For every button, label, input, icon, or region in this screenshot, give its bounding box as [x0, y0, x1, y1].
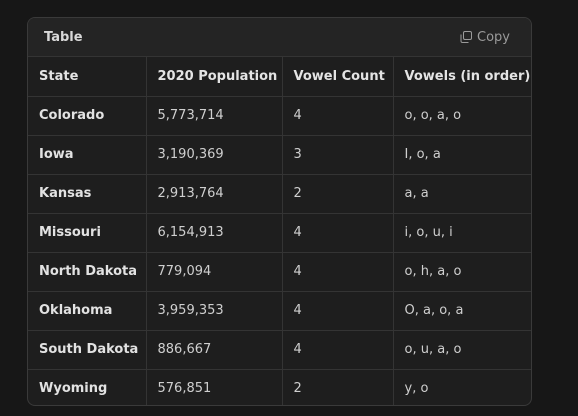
cell-vowels: a, a — [393, 174, 531, 214]
data-table: State 2020 Population Vowel Count Vowels… — [28, 57, 531, 405]
table-header-row: State 2020 Population Vowel Count Vowels… — [28, 57, 531, 97]
cell-population: 5,773,714 — [146, 96, 283, 136]
table-row: Oklahoma 3,959,353 4 O, a, o, a — [28, 291, 531, 331]
column-header-vowels: Vowels (in order) — [393, 57, 531, 97]
cell-state: Missouri — [28, 213, 147, 253]
table-card-header: Table Copy — [28, 18, 531, 57]
cell-population: 3,190,369 — [146, 135, 283, 175]
table-row: Missouri 6,154,913 4 i, o, u, i — [28, 213, 531, 253]
cell-vowels: o, o, a, o — [393, 96, 531, 136]
table-card: Table Copy State 2020 Population Vowel C… — [27, 17, 532, 406]
cell-state: Oklahoma — [28, 291, 147, 331]
cell-population: 576,851 — [146, 369, 283, 405]
copy-label: Copy — [477, 29, 510, 45]
cell-vowel-count: 3 — [282, 135, 394, 175]
cell-vowel-count: 2 — [282, 369, 394, 405]
cell-vowels: O, a, o, a — [393, 291, 531, 331]
card-title: Table — [44, 29, 83, 45]
cell-vowels: I, o, a — [393, 135, 531, 175]
cell-population: 6,154,913 — [146, 213, 283, 253]
cell-population: 2,913,764 — [146, 174, 283, 214]
cell-state: Colorado — [28, 96, 147, 136]
cell-vowel-count: 4 — [282, 213, 394, 253]
cell-state: Iowa — [28, 135, 147, 175]
cell-state: North Dakota — [28, 252, 147, 292]
table-row: Wyoming 576,851 2 y, o — [28, 369, 531, 405]
cell-vowels: y, o — [404, 381, 429, 397]
cell-vowel-count: 4 — [282, 96, 394, 136]
column-header-population: 2020 Population — [146, 57, 283, 97]
cell-population: 886,667 — [146, 330, 283, 370]
cell-state: South Dakota — [28, 330, 147, 370]
cell-vowels: o, u, a, o — [393, 330, 531, 370]
cell-population: 3,959,353 — [146, 291, 283, 331]
cell-vowel-count: 4 — [282, 330, 394, 370]
table-row: North Dakota 779,094 4 o, h, a, o — [28, 252, 531, 292]
column-header-vowel-count: Vowel Count — [282, 57, 394, 97]
cell-vowel-count: 2 — [282, 174, 394, 214]
table-row: Iowa 3,190,369 3 I, o, a — [28, 135, 531, 175]
cell-vowel-count: 4 — [282, 291, 394, 331]
copy-button[interactable]: Copy — [460, 30, 510, 45]
cell-vowels: o, h, a, o — [393, 252, 531, 292]
column-header-state: State — [28, 57, 147, 97]
table-row: South Dakota 886,667 4 o, u, a, o — [28, 330, 531, 370]
copy-icon — [460, 31, 473, 43]
cell-state: Kansas — [28, 174, 147, 214]
cell-state: Wyoming — [28, 369, 147, 405]
cell-vowels: i, o, u, i — [393, 213, 531, 253]
cell-population: 779,094 — [146, 252, 283, 292]
table-row: Colorado 5,773,714 4 o, o, a, o — [28, 96, 531, 136]
cell-vowel-count: 4 — [282, 252, 394, 292]
table-row: Kansas 2,913,764 2 a, a — [28, 174, 531, 214]
